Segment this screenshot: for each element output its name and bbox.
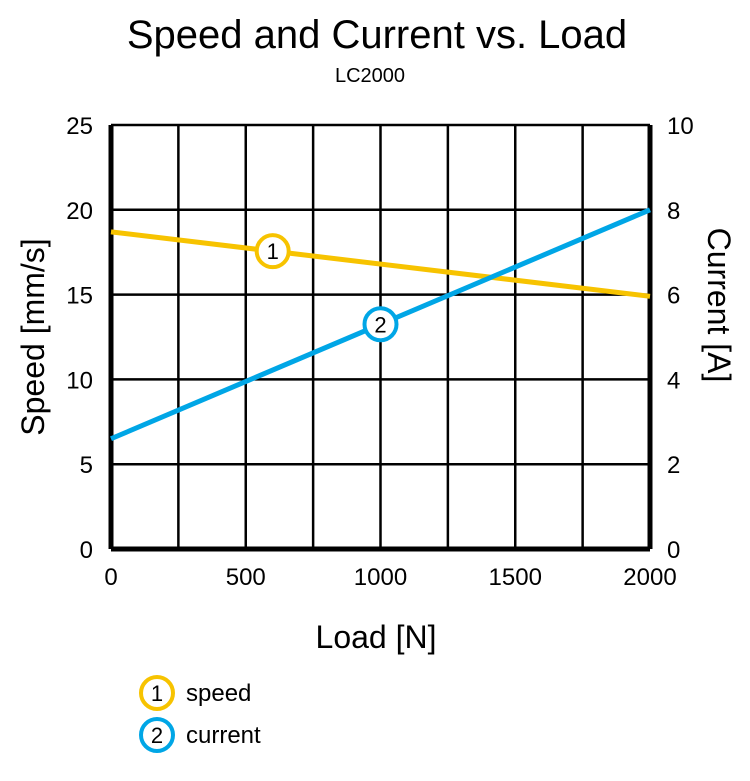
y2-tick-label: 4 [667, 367, 680, 394]
x-tick-label: 1000 [354, 564, 407, 591]
legend-label-current: current [186, 722, 261, 749]
y2-tick-label: 8 [667, 198, 680, 225]
grid [108, 123, 653, 552]
y-tick-label: 25 [66, 113, 93, 140]
y2-axis-label: Current [A] [701, 228, 737, 383]
legend-label-speed: speed [186, 680, 251, 707]
x-tick-label: 0 [104, 564, 117, 591]
legend-marker-speed [139, 675, 175, 711]
y-tick-label: 15 [66, 283, 93, 310]
current-marker-label: 2 [374, 312, 386, 337]
y2-tick-label: 2 [667, 452, 680, 479]
speed-marker [254, 233, 291, 270]
y-tick-label: 20 [66, 198, 93, 225]
y2-tick-label: 0 [667, 537, 680, 564]
current-marker [362, 306, 399, 343]
chart-subtitle: LC2000 [335, 65, 405, 87]
x-tick-label: 2000 [623, 564, 676, 591]
x-tick-label: 500 [226, 564, 266, 591]
series-layer: 12 [110, 207, 651, 442]
legend-marker-label: 1 [151, 681, 163, 706]
speed-marker-label: 1 [267, 239, 279, 264]
y-axis-label: Speed [mm/s] [15, 238, 51, 435]
legend-marker-current [139, 717, 175, 753]
x-axis-label: Load [N] [316, 619, 437, 655]
speed-line [110, 229, 651, 299]
y2-tick-label: 6 [667, 283, 680, 310]
y2-tick-label: 10 [667, 113, 694, 140]
legend: 1 speed 2 current [139, 675, 261, 753]
y-tick-label: 0 [80, 537, 93, 564]
x-tick-label: 1500 [489, 564, 542, 591]
chart-title: Speed and Current vs. Load [127, 13, 627, 57]
y-tick-label: 10 [66, 367, 93, 394]
legend-marker-label: 2 [151, 723, 163, 748]
y-tick-label: 5 [80, 452, 93, 479]
